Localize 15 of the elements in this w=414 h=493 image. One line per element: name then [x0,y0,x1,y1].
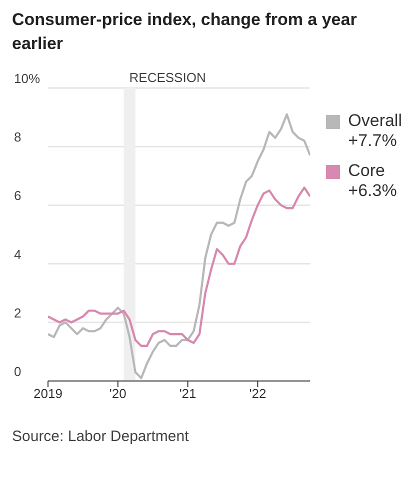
x-tick-label: '20 [109,386,126,402]
x-tick-label: 2019 [34,386,62,402]
x-tick-label: '22 [249,386,266,402]
y-tick-label: 10% [14,71,40,86]
y-tick-label: 2 [14,305,22,320]
y-tick-label: 0 [14,364,22,379]
source-note: Source: Labor Department [12,428,190,445]
y-tick-label: 4 [14,246,22,262]
x-tick-label: '21 [179,386,196,402]
y-tick-label: 6 [14,188,22,204]
band-label: RECESSION [129,70,206,85]
legend-label: Overall +7.7% [348,111,402,151]
legend-label: Core +6.3% [348,161,397,201]
y-tick-label: 8 [14,130,22,145]
chart-title: Consumer-price index, change from a year earlier [12,9,358,55]
